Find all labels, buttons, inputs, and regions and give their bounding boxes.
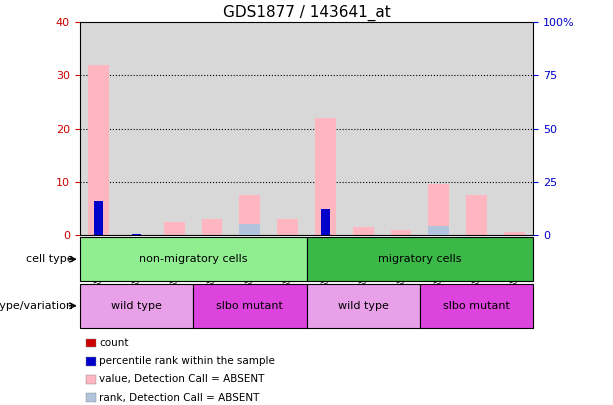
Bar — [458, 22, 495, 235]
Bar — [353, 227, 373, 235]
Bar — [240, 224, 260, 235]
Bar — [495, 22, 533, 235]
Text: wild type: wild type — [111, 301, 162, 311]
Bar — [428, 226, 449, 235]
Bar — [504, 232, 525, 235]
Bar — [306, 237, 533, 281]
Bar — [80, 22, 118, 235]
Bar — [428, 184, 449, 235]
Text: slbo mutant: slbo mutant — [216, 301, 283, 311]
Bar — [306, 22, 345, 235]
Text: rank, Detection Call = ABSENT: rank, Detection Call = ABSENT — [99, 393, 260, 403]
Text: value, Detection Call = ABSENT: value, Detection Call = ABSENT — [99, 375, 265, 384]
Bar — [164, 222, 185, 235]
Bar — [268, 22, 306, 235]
Text: genotype/variation: genotype/variation — [0, 301, 74, 311]
Bar — [193, 284, 306, 328]
Bar — [345, 22, 382, 235]
Bar — [420, 284, 533, 328]
Bar — [382, 22, 420, 235]
Bar — [231, 22, 268, 235]
Bar — [315, 118, 336, 235]
Bar — [277, 219, 298, 235]
Bar — [80, 284, 193, 328]
Bar — [420, 22, 458, 235]
Bar — [390, 230, 411, 235]
Bar — [306, 284, 420, 328]
Bar — [193, 22, 231, 235]
Bar — [88, 65, 109, 235]
Text: cell type: cell type — [26, 254, 74, 264]
Bar — [321, 209, 330, 235]
Bar — [94, 201, 104, 235]
Text: wild type: wild type — [338, 301, 389, 311]
Title: GDS1877 / 143641_at: GDS1877 / 143641_at — [223, 5, 390, 21]
Text: non-migratory cells: non-migratory cells — [139, 254, 247, 264]
Text: percentile rank within the sample: percentile rank within the sample — [99, 356, 275, 366]
Bar — [202, 219, 223, 235]
Bar — [132, 234, 141, 235]
Text: count: count — [99, 338, 129, 348]
Bar — [118, 22, 155, 235]
Bar — [466, 195, 487, 235]
Text: migratory cells: migratory cells — [378, 254, 462, 264]
Bar — [240, 195, 260, 235]
Text: slbo mutant: slbo mutant — [443, 301, 510, 311]
Bar — [155, 22, 193, 235]
Bar — [80, 237, 306, 281]
